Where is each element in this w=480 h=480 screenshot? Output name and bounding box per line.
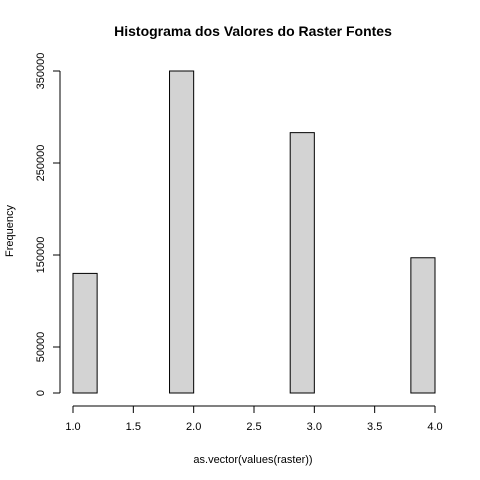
x-tick-label: 1.0	[65, 421, 80, 433]
histogram-bar	[410, 257, 436, 394]
x-tick-label: 4.0	[427, 421, 442, 433]
histogram-bar	[169, 70, 195, 394]
y-tick-label: 0	[35, 390, 47, 396]
y-axis: 0 50000 150000 250000 350000	[35, 53, 61, 396]
y-tick-label: 50000	[35, 332, 47, 363]
x-tick-label: 3.5	[367, 421, 382, 433]
histogram-bar	[72, 272, 98, 394]
x-tick-label: 1.5	[126, 421, 141, 433]
x-axis-label: as.vector(values(raster))	[193, 454, 312, 466]
y-tick-label: 150000	[35, 237, 47, 274]
x-tick-label: 2.0	[186, 421, 201, 433]
y-axis-label: Frequency	[4, 205, 16, 257]
x-axis: 1.0 1.5 2.0 2.5 3.0 3.5 4.0	[65, 405, 443, 433]
histogram-bar	[289, 132, 315, 394]
x-tick-label: 3.0	[307, 421, 322, 433]
bars-group	[72, 70, 436, 394]
chart-title: Histograma dos Valores do Raster Fontes	[114, 23, 392, 39]
y-tick-label: 350000	[35, 53, 47, 90]
y-tick-label: 250000	[35, 145, 47, 182]
x-tick-label: 2.5	[246, 421, 261, 433]
